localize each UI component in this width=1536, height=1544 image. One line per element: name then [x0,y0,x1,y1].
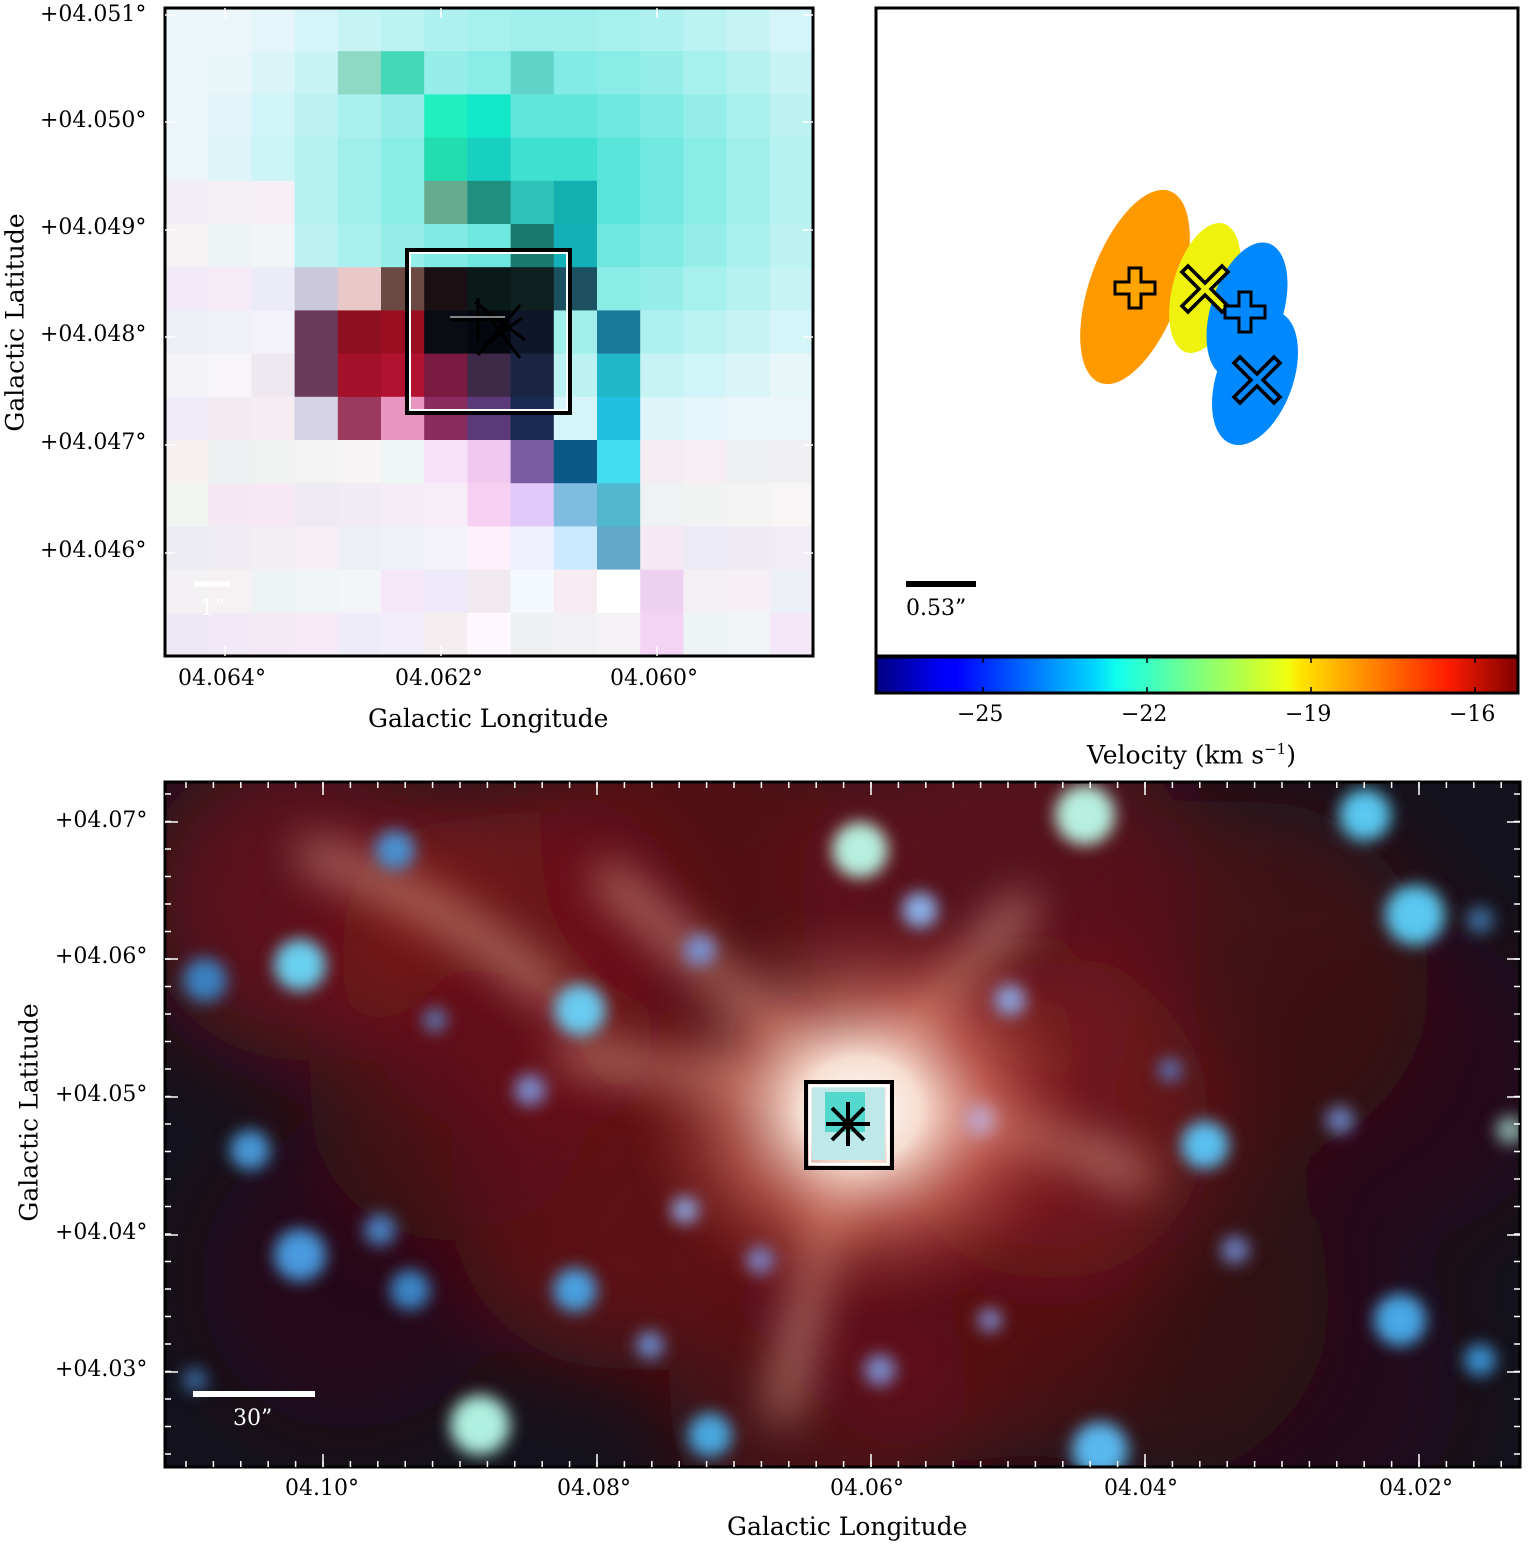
bottom-xtick: 04.02° [1379,1476,1453,1501]
tl-xlabel: Galactic Longitude [368,704,609,733]
tl-ytick: +04.050° [40,108,147,133]
tl-cross-marker [474,300,526,359]
tr-scale-label: 0.53” [906,596,967,621]
tl-ytick: +04.046° [40,538,147,563]
bottom-ytick: +04.05° [55,1082,148,1107]
bottom-ytick: +04.07° [55,808,148,833]
tl-ytick: +04.047° [40,430,147,455]
tr-cross-marker-yellow [1179,263,1231,315]
tr-cross-marker-blue [1231,354,1283,406]
bottom-ytick: +04.06° [55,944,148,969]
bottom-xtick: 04.08° [557,1476,631,1501]
tr-plus-marker-blue [1223,290,1267,334]
colorbar-tick: −19 [1285,702,1332,727]
bottom-ytick: +04.04° [55,1220,148,1245]
bottom-xtick: 04.10° [285,1476,359,1501]
bottom-xlabel: Galactic Longitude [727,1512,968,1541]
bottom-ylabel: Galactic Latitude [14,1003,44,1222]
bottom-source-marker [826,1102,870,1146]
bottom-xtick: 04.04° [1104,1476,1178,1501]
tl-xtick: 04.060° [610,666,698,691]
colorbar-label-end: ) [1286,740,1296,770]
colorbar-label-text: Velocity (km s [1087,740,1265,770]
bottom-xtick: 04.06° [830,1476,904,1501]
tl-scale-label: 1” [200,596,226,621]
tl-xtick: 04.062° [395,666,483,691]
colorbar-tick: −25 [957,702,1004,727]
tl-xtick: 04.064° [178,666,266,691]
colorbar-tick: −16 [1449,702,1496,727]
tl-ytick: +04.051° [40,2,147,27]
bottom-ytick: +04.03° [55,1357,148,1382]
tr-plus-marker-orange [1113,266,1157,310]
bottom-scale-label: 30” [233,1406,273,1431]
tl-ytick: +04.048° [40,322,147,347]
colorbar-label: Velocity (km s−1) [1087,740,1296,769]
colorbar-tick: −22 [1121,702,1168,727]
colorbar-label-sup: −1 [1264,740,1287,758]
tl-ytick: +04.049° [40,215,147,240]
